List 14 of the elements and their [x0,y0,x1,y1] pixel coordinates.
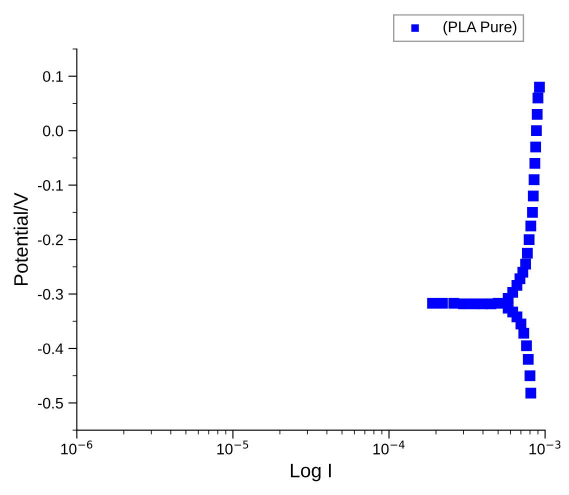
x-tick-label: 10$^{−4}$ [373,440,405,454]
x-tick-label: 10$^{−3}$ [530,440,560,454]
y-tick-label: -0.2 [38,234,63,246]
y-tick-label: 0.0 [42,126,64,136]
x-tick-label: 10$^{−5}$ [217,440,248,454]
y-tick-label: -0.5 [38,398,63,409]
y-tick-label: -0.1 [38,180,63,191]
y-tick-label: 0.1 [42,71,63,82]
y-tick-label: -0.3 [38,288,63,300]
y-tick-label: -0.4 [38,343,64,354]
x-axis-title: Log I [290,464,331,482]
legend-label: (PLA Pure) [444,21,516,36]
x-tick-label: 10$^{−6}$ [61,440,92,454]
y-axis-title: Potential/V [14,192,28,286]
